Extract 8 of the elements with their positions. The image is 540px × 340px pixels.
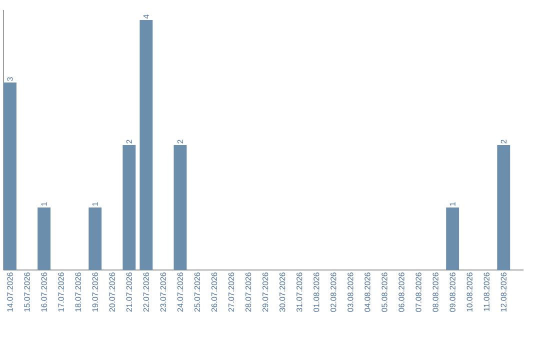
bar (122, 144, 136, 270)
bar (497, 144, 510, 270)
bar (88, 207, 102, 270)
bar (140, 20, 153, 270)
bar (446, 207, 460, 270)
bar (4, 82, 16, 270)
bar (174, 144, 187, 270)
bar (38, 207, 51, 270)
